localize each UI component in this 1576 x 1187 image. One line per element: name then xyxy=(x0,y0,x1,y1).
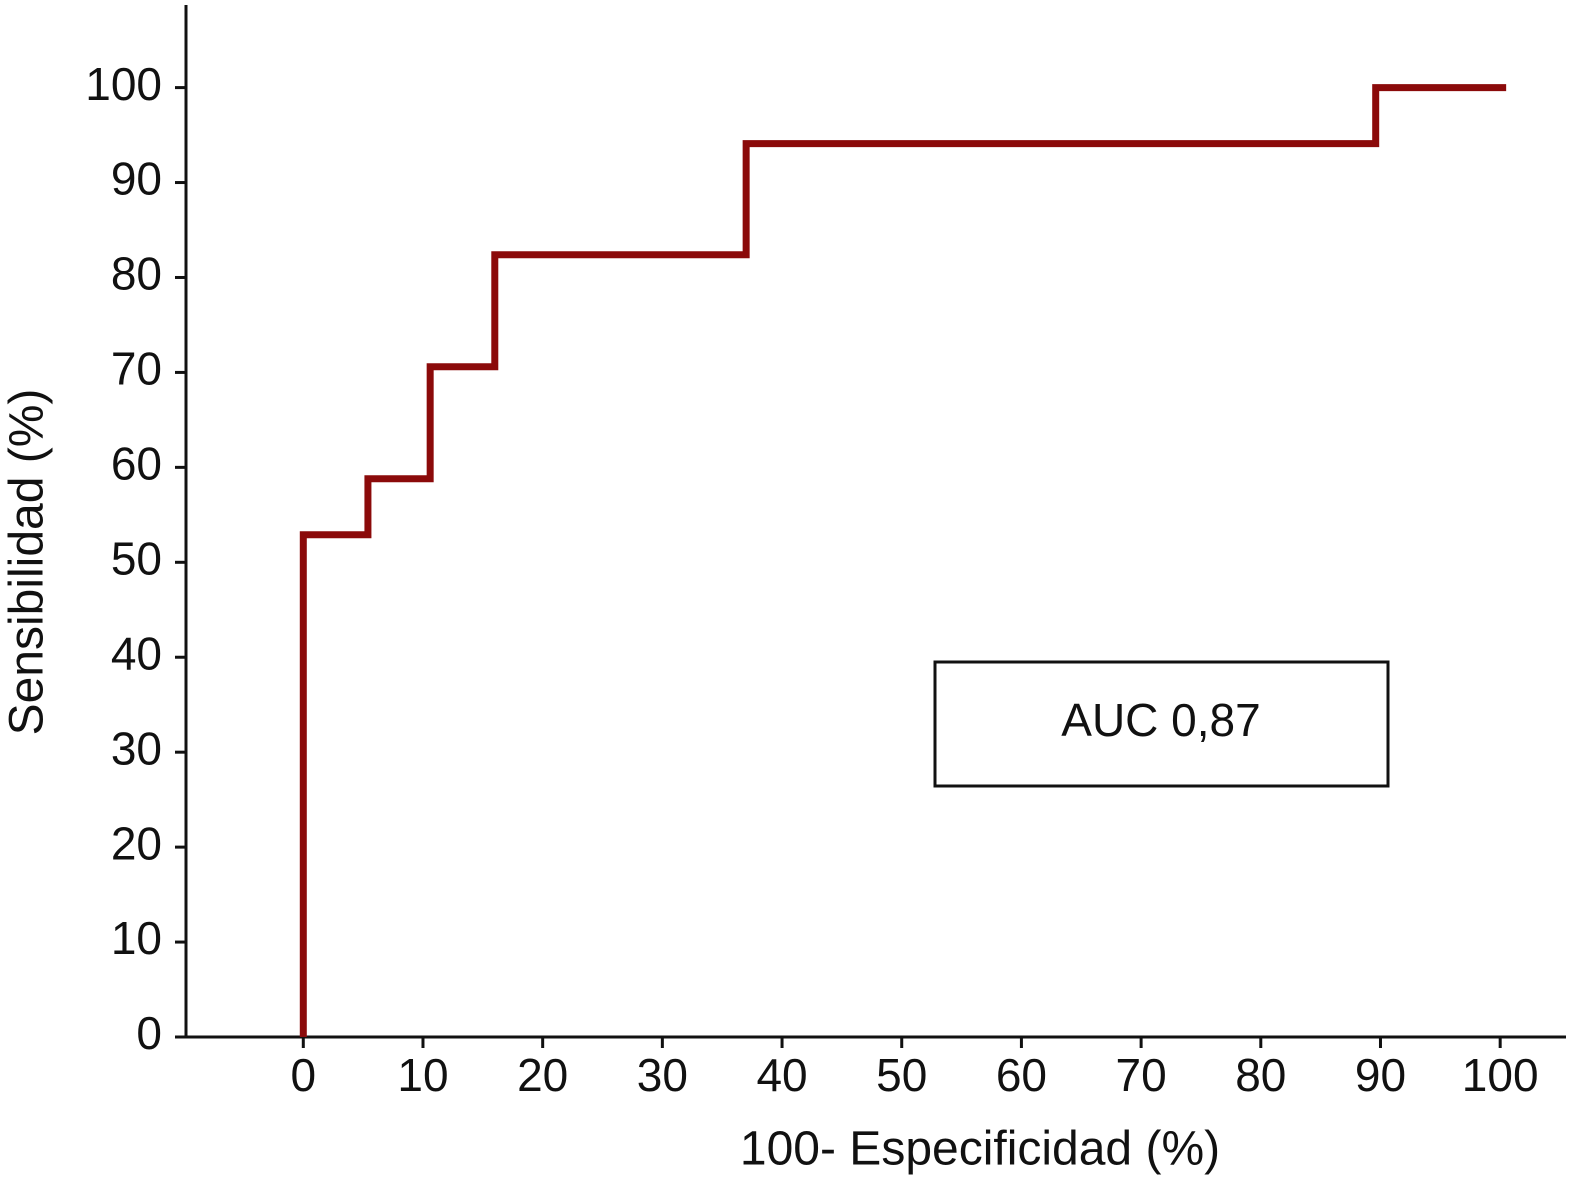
annotation-box xyxy=(933,660,1390,788)
x-tick-label: 70 xyxy=(1116,1049,1167,1101)
y-tick-label: 30 xyxy=(111,722,162,774)
x-tick-label: 60 xyxy=(996,1049,1047,1101)
x-axis-label: 100- Especificidad (%) xyxy=(740,1123,1220,1176)
y-tick-label: 80 xyxy=(111,248,162,300)
x-tick-label: 80 xyxy=(1235,1049,1286,1101)
y-tick-label: 60 xyxy=(111,438,162,490)
y-tick-label: 40 xyxy=(111,627,162,679)
y-tick-label: 0 xyxy=(136,1007,162,1059)
y-tick-label: 10 xyxy=(111,912,162,964)
x-tick-label: 100 xyxy=(1462,1049,1539,1101)
y-axis-label: Sensibilidad (%) xyxy=(1,389,54,736)
y-tick-label: 90 xyxy=(111,153,162,205)
y-tick-label: 50 xyxy=(111,532,162,584)
x-tick-label: 30 xyxy=(637,1049,688,1101)
x-tick-label: 90 xyxy=(1355,1049,1406,1101)
x-tick-label: 0 xyxy=(290,1049,316,1101)
y-tick-label: 100 xyxy=(85,58,162,110)
y-tick-label: 70 xyxy=(111,343,162,395)
x-tick-label: 40 xyxy=(756,1049,807,1101)
y-tick-label: 20 xyxy=(111,817,162,869)
annotation: AUC 0,87 xyxy=(1061,694,1260,746)
x-tick-label: 10 xyxy=(397,1049,448,1101)
roc-line xyxy=(299,84,1507,1037)
x-tick-label: 20 xyxy=(517,1049,568,1101)
x-tick-label: 50 xyxy=(876,1049,927,1101)
